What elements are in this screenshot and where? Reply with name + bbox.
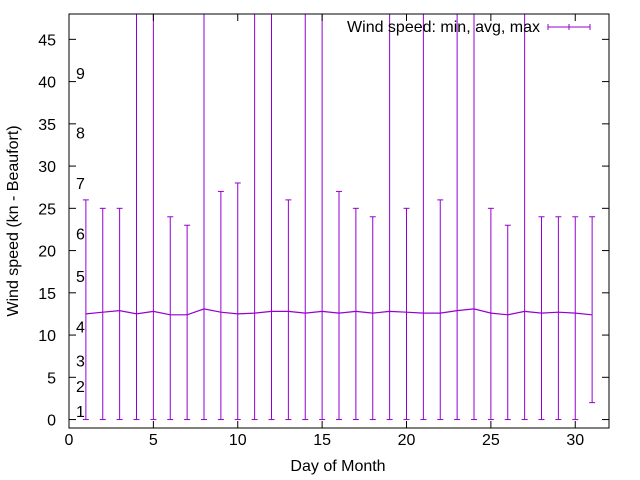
y-tick-label: 0: [47, 413, 56, 430]
y-tick-label: 35: [38, 117, 56, 134]
y-tick-label: 10: [38, 328, 56, 345]
x-tick-label: 20: [398, 432, 416, 449]
beaufort-label: 1: [76, 404, 85, 421]
avg-line: [85, 308, 593, 316]
legend-sample-errorbar: [547, 24, 591, 30]
x-tick-label: 25: [482, 432, 500, 449]
beaufort-label: 4: [76, 320, 85, 337]
x-axis-label: Day of Month: [290, 458, 385, 475]
beaufort-label: 5: [76, 269, 85, 286]
y-tick-label: 30: [38, 159, 56, 176]
x-tick-label: 15: [313, 432, 331, 449]
beaufort-label: 7: [76, 176, 85, 193]
y-tick-label: 45: [38, 32, 56, 49]
y-tick-label: 20: [38, 244, 56, 261]
y-axis-label: Wind speed (kn - Beaufort): [5, 125, 22, 316]
legend: Wind speed: min, avg, max: [347, 19, 591, 36]
x-tick-label: 0: [65, 432, 74, 449]
beaufort-label: 8: [76, 125, 85, 142]
y-tick-label: 40: [38, 75, 56, 92]
x-tick-label: 10: [229, 432, 247, 449]
legend-label: Wind speed: min, avg, max: [347, 19, 540, 36]
x-tick-label: 30: [566, 432, 584, 449]
beaufort-label: 6: [76, 227, 85, 244]
chart-marks: [82, 14, 596, 421]
plot-frame: [68, 13, 610, 429]
x-tick-label: 5: [149, 432, 158, 449]
beaufort-label: 2: [76, 379, 85, 396]
y-tick-label: 5: [47, 370, 56, 387]
y-tick-label: 25: [38, 201, 56, 218]
beaufort-label: 9: [76, 66, 85, 83]
y-tick-label: 15: [38, 286, 56, 303]
beaufort-labels: 1 2 3 4 5 6 7 8 9: [76, 66, 85, 421]
beaufort-label: 3: [76, 353, 85, 370]
